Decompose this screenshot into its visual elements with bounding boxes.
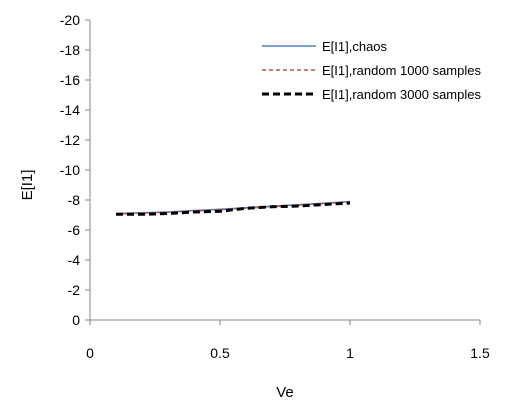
legend-label: E[I1],random 1000 samples [322,63,481,78]
y-tick-label: -20 [60,12,80,28]
x-tick-label: 1 [346,345,354,361]
legend: E[I1],chaos E[I1],random 1000 samples E[I1… [262,39,481,102]
y-tick-label: -8 [68,192,81,208]
series-line-1 [115,200,351,215]
y-tick-label: -12 [60,132,80,148]
y-axis-label: E[I1] [19,170,36,201]
x-tick-label: 0 [86,345,94,361]
y-tick-label: -16 [60,72,80,88]
y-tick-label: 0 [72,312,80,328]
x-axis-label: Ve [276,384,294,401]
x-tick-label: 1.5 [470,345,490,361]
y-tick-label: -6 [68,222,81,238]
y-tick-label: -2 [68,282,81,298]
series-line-3 [116,201,351,216]
x-axis-ticks: 0 0.5 1 1.5 [86,320,490,361]
legend-label: E[I1],chaos [322,39,388,54]
y-tick-label: -4 [68,252,81,268]
series-layer [115,200,351,216]
x-tick-label: 0.5 [210,345,230,361]
y-tick-label: -10 [60,162,80,178]
legend-label: E[I1],random 3000 samples [322,87,481,102]
y-axis-ticks: -20-18-16-14-12-10-8-6-4-20 [60,12,90,328]
y-tick-label: -14 [60,102,80,118]
y-tick-label: -18 [60,42,80,58]
